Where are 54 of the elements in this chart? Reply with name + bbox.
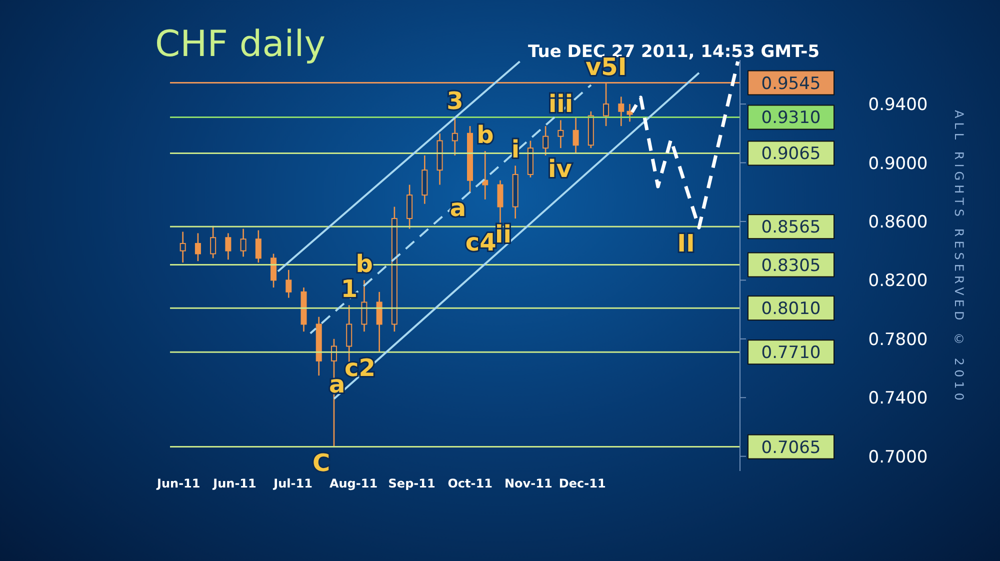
annotation: iii (548, 90, 574, 118)
y-tick-label: 0.7000 (868, 447, 928, 468)
ref-line-label: 0.8565 (761, 218, 821, 238)
candlestick (542, 125, 549, 156)
ref-line-label: 0.8010 (761, 299, 821, 320)
y-tick-label: 0.8200 (868, 271, 928, 292)
x-tick-label: Jun-11 (212, 476, 256, 491)
candlestick (618, 96, 624, 127)
ref-line-label: 0.8305 (761, 256, 821, 276)
candlestick (255, 230, 262, 264)
candlestick (180, 231, 186, 264)
candlestick (558, 120, 564, 149)
candlestick (572, 116, 579, 154)
y-tick-label: 0.8600 (868, 212, 928, 232)
y-tick-label: 0.9000 (868, 154, 928, 174)
ref-line-label: 0.7065 (761, 438, 821, 458)
candlestick (452, 116, 458, 156)
ref-line-label: 0.9545 (761, 74, 821, 94)
annotation: a (450, 194, 466, 222)
annotation: b (476, 121, 494, 150)
candlestick (406, 184, 413, 230)
x-tick-label: Oct-11 (448, 476, 492, 491)
chart-title: CHF daily (155, 24, 326, 65)
candlestick (482, 150, 488, 200)
candlestick (240, 228, 246, 258)
candlestick (626, 103, 633, 122)
x-tick-label: Jul-11 (272, 476, 312, 491)
y-tick-label: 0.7800 (868, 330, 928, 350)
x-tick-label: Aug-11 (329, 476, 378, 491)
x-tick-label: Jun-11 (156, 476, 200, 491)
candlestick (270, 253, 277, 288)
x-tick-label: Nov-11 (504, 476, 552, 491)
annotation: 3 (446, 87, 464, 116)
y-tick-label: 0.9400 (868, 95, 928, 116)
candlestick (603, 82, 610, 127)
candlestick (225, 232, 232, 260)
annotation: c4 (465, 228, 496, 257)
annotation: II (677, 230, 695, 258)
text: ALL RIGHTS RESERVED © 2010 (952, 110, 966, 404)
annotation: C (312, 448, 330, 477)
annotation: 1 (340, 275, 358, 304)
annotation: iv (548, 155, 572, 184)
candlestick (286, 269, 292, 298)
ref-line-label: 0.9310 (761, 108, 821, 128)
candlestick (194, 232, 201, 262)
candlestick (361, 280, 368, 332)
y-tick-label: 0.7400 (868, 388, 928, 409)
candlestick (210, 225, 216, 259)
x-tick-label: Dec-11 (558, 476, 606, 491)
annotation: ii (495, 220, 512, 249)
x-tick-label: Sep-11 (388, 476, 436, 491)
candlestick (376, 291, 382, 353)
ref-line-label: 0.9065 (761, 144, 821, 164)
ref-line-label: 0.7710 (761, 343, 821, 364)
